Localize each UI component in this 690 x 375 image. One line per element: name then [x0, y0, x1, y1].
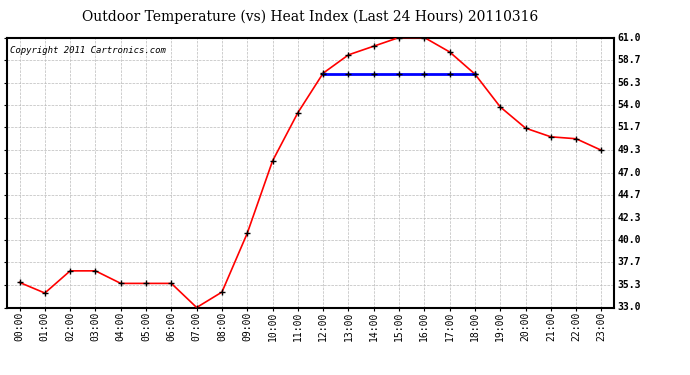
Text: 58.7: 58.7: [618, 55, 641, 64]
Text: 51.7: 51.7: [618, 122, 641, 132]
Text: 49.3: 49.3: [618, 146, 641, 155]
Text: Copyright 2011 Cartronics.com: Copyright 2011 Cartronics.com: [10, 46, 166, 55]
Text: Outdoor Temperature (vs) Heat Index (Last 24 Hours) 20110316: Outdoor Temperature (vs) Heat Index (Las…: [82, 9, 539, 24]
Text: 40.0: 40.0: [618, 235, 641, 245]
Text: 47.0: 47.0: [618, 168, 641, 177]
Text: 56.3: 56.3: [618, 78, 641, 88]
Text: 61.0: 61.0: [618, 33, 641, 42]
Text: 37.7: 37.7: [618, 257, 641, 267]
Text: 33.0: 33.0: [618, 303, 641, 312]
Text: 54.0: 54.0: [618, 100, 641, 110]
Text: 44.7: 44.7: [618, 190, 641, 200]
Text: 42.3: 42.3: [618, 213, 641, 223]
Text: 35.3: 35.3: [618, 280, 641, 290]
